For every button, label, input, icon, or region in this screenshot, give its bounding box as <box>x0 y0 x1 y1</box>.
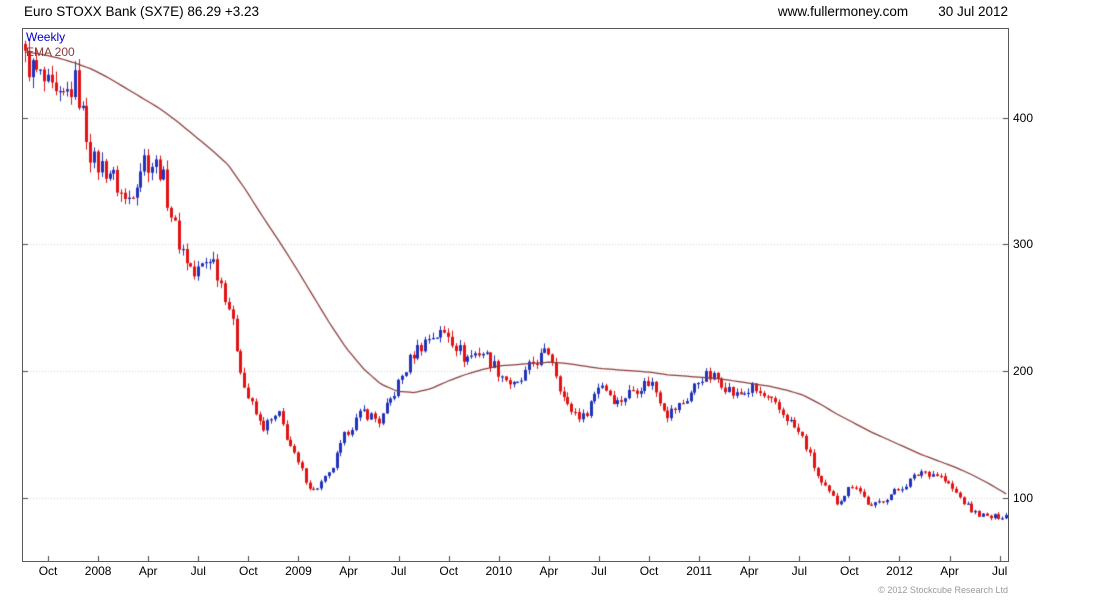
header-right: www.fullermoney.com 30 Jul 2012 <box>778 4 1008 19</box>
x-tick-label: Oct <box>38 564 58 578</box>
date-label: 30 Jul 2012 <box>938 4 1008 19</box>
copyright-label: © 2012 Stockcube Research Ltd <box>878 585 1008 595</box>
candlestick-canvas <box>23 29 1008 561</box>
x-tick-label: Apr <box>940 564 959 578</box>
y-tick-label: 100 <box>1013 490 1034 505</box>
timeframe-label: Weekly <box>26 30 66 44</box>
ema-label: EMA 200 <box>26 45 75 59</box>
x-tick-label: 2008 <box>84 564 112 578</box>
website-link: www.fullermoney.com <box>777 4 909 19</box>
y-tick-label: 400 <box>1013 110 1034 125</box>
x-tick-label: 2012 <box>886 564 913 578</box>
x-tick-label: Jul <box>390 564 407 578</box>
legend: Weekly EMA 200 <box>26 30 75 60</box>
y-tick-label: 300 <box>1013 237 1034 252</box>
x-tick-label: 2010 <box>485 564 513 578</box>
x-tick-label: Jul <box>791 564 807 578</box>
x-tick-label: Jul <box>591 564 607 578</box>
x-tick-label: Apr <box>138 564 158 578</box>
x-tick-label: 2011 <box>686 564 713 578</box>
x-axis: Oct 2008 Apr Jul Oct 2009 Apr Jul Oct 2010 Apr Jul O… <box>23 564 1008 580</box>
x-tick-label: 2009 <box>285 564 312 578</box>
x-tick-label: Oct <box>439 564 459 578</box>
x-tick-label: Oct <box>639 564 659 578</box>
x-tick-label: Apr <box>739 564 759 578</box>
x-tick-label: Apr <box>539 564 559 578</box>
y-tick-label: 200 <box>1013 364 1034 378</box>
x-tick-label: Oct <box>840 564 859 578</box>
plot-area: Weekly EMA 200 <box>22 28 1009 562</box>
y-axis: 400 300 200 100 <box>1013 29 1063 561</box>
x-tick-label: Oct <box>239 564 258 578</box>
chart-title: Euro STOXX Bank (SX7E) 86.29 +3.23 <box>24 4 260 19</box>
x-tick-label: Jul <box>190 564 206 578</box>
x-tick-label: Jul <box>991 564 1008 578</box>
x-tick-label: Apr <box>339 564 358 578</box>
